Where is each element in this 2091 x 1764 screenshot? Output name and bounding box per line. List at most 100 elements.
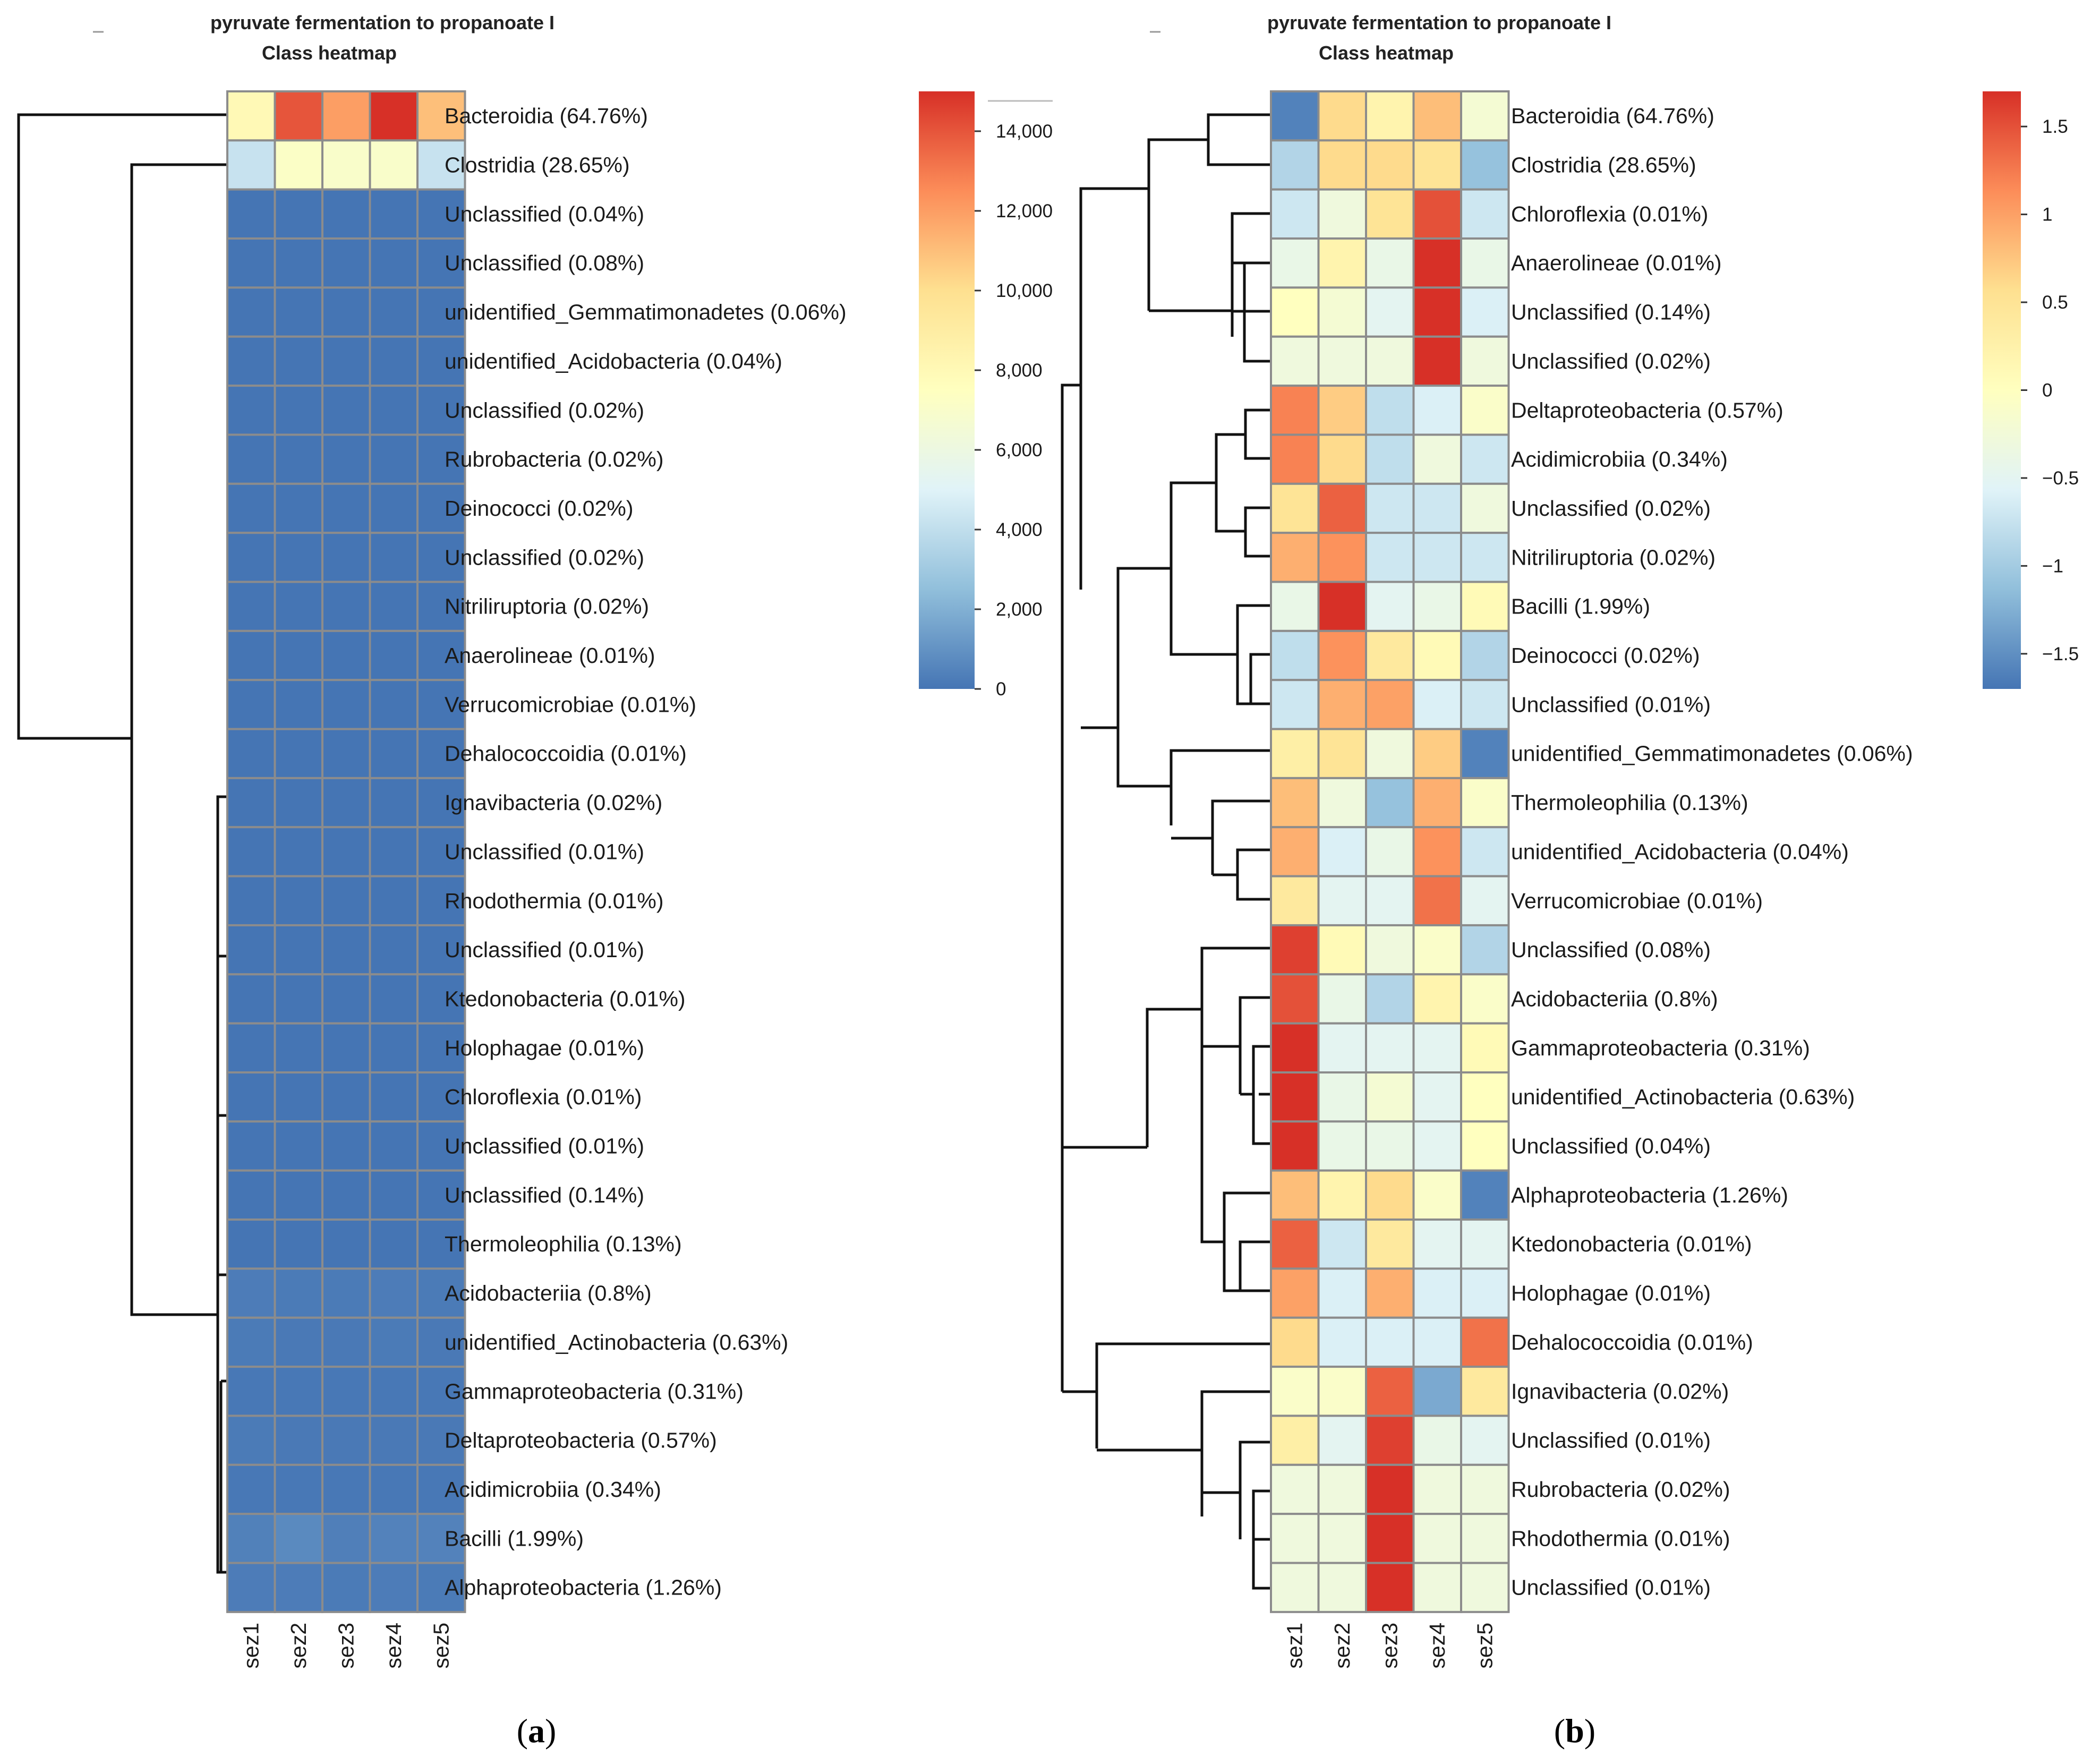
row-label: Gammaproteobacteria (0.31%) [445, 1379, 744, 1403]
heatmap-cell [1365, 532, 1415, 583]
heatmap-cell [1317, 1414, 1367, 1466]
heatmap-cell [321, 1414, 371, 1466]
heatmap-cell [1270, 1414, 1320, 1466]
column-label: sez4 [1425, 1623, 1449, 1669]
heatmap-cell [1412, 924, 1462, 976]
row-label: Unclassified (0.01%) [445, 1134, 644, 1158]
column-label: sez5 [1473, 1623, 1497, 1669]
heatmap-cell [416, 924, 466, 976]
heatmap-cell [1317, 335, 1367, 387]
heatmap-cell [1412, 1218, 1462, 1270]
heatmap-cell [1460, 679, 1510, 730]
heatmap-cell [226, 973, 276, 1025]
heatmap-cell [1270, 1316, 1320, 1368]
heatmap-cell [1270, 973, 1320, 1025]
row-label: Chloroflexia (0.01%) [1511, 202, 1708, 226]
row-label: Holophagae (0.01%) [1511, 1281, 1711, 1306]
heatmap-cell [1365, 482, 1415, 534]
heatmap-cell [1270, 188, 1320, 240]
heatmap-cell [1270, 1071, 1320, 1123]
heatmap-cell [321, 826, 371, 877]
heatmap-cell [274, 826, 323, 877]
heatmap-cell [274, 139, 323, 191]
heatmap-cell [226, 1562, 276, 1613]
heatmap-cell [1460, 385, 1510, 436]
heatmap-cell [226, 826, 276, 877]
heatmap-cell [274, 433, 323, 485]
heatmap-cell [1365, 1562, 1415, 1613]
heatmap-cell [321, 433, 371, 485]
heatmap-cell [1460, 924, 1510, 976]
heatmap-cell [226, 433, 276, 485]
heatmap-cell [321, 1218, 371, 1270]
heatmap-cell [274, 1463, 323, 1515]
heatmap-cell [1460, 139, 1510, 191]
row-label: Bacilli (1.99%) [445, 1526, 584, 1550]
heatmap-cell [1412, 629, 1462, 681]
row-label: Acidobacteriia (0.8%) [445, 1281, 652, 1306]
heatmap-cell [1412, 1316, 1462, 1368]
heatmap-cell [321, 1562, 371, 1613]
heatmap-cell [1317, 826, 1367, 877]
column-label: sez3 [1378, 1623, 1402, 1669]
heatmap-cell [416, 1562, 466, 1613]
heatmap-cell [1317, 973, 1367, 1025]
heatmap-cell [226, 1414, 276, 1466]
heatmap-cell [321, 335, 371, 387]
heatmap-cell [1460, 1267, 1510, 1319]
heatmap-cell [416, 286, 466, 338]
heatmap-cell [1270, 1267, 1320, 1319]
heatmap-cell [369, 826, 419, 877]
heatmap-cell [226, 335, 276, 387]
row-label: Unclassified (0.01%) [1511, 1575, 1711, 1600]
heatmap-cell [416, 1463, 466, 1515]
heatmap-cell [1317, 924, 1367, 976]
heatmap-cell [1365, 875, 1415, 926]
heatmap-cell [1317, 1218, 1367, 1270]
heatmap-cell [1365, 679, 1415, 730]
row-label: Unclassified (0.02%) [445, 545, 644, 569]
heatmap-cell [1412, 777, 1462, 829]
heatmap-cell [1270, 581, 1320, 632]
heatmap-cell [1317, 777, 1367, 829]
heatmap-cell [1412, 875, 1462, 926]
heatmap-cell [226, 139, 276, 191]
heatmap-cell [1270, 433, 1320, 485]
heatmap-cell [226, 1463, 276, 1515]
heatmap-cell [1270, 826, 1320, 877]
heatmap-cell [1412, 728, 1462, 779]
heatmap-cell [1270, 1463, 1320, 1515]
row-label: Thermoleophilia (0.13%) [1511, 790, 1748, 815]
heatmap-cell [369, 1316, 419, 1368]
heatmap-cell [1412, 237, 1462, 289]
heatmap-cell [226, 237, 276, 289]
heatmap-panel-b: pyruvate fermentation to propanoate I Cl… [1061, 12, 2079, 1750]
row-label: Deltaproteobacteria (0.57%) [445, 1428, 717, 1453]
heatmap-cell [226, 1169, 276, 1221]
heatmap-cell [1460, 1071, 1510, 1123]
row-label: Rhodothermia (0.01%) [1511, 1526, 1730, 1550]
heatmap-cell [1412, 1022, 1462, 1074]
heatmap-cell [369, 188, 419, 240]
heatmap-cell [321, 1071, 371, 1123]
row-label: unidentified_Acidobacteria (0.04%) [1511, 839, 1849, 864]
panel-a-colorbar-ticks: 0 2,000 4,000 6,000 8,000 10,000 12,000 14,000 [975, 121, 1053, 700]
panel-b-cells [1270, 90, 1510, 1613]
column-label: sez2 [286, 1623, 311, 1669]
row-label: Ignavibacteria (0.02%) [445, 790, 662, 815]
heatmap-cell [369, 1513, 419, 1564]
heatmap-cell [1317, 482, 1367, 534]
colorbar-tick-label: 4,000 [996, 519, 1043, 540]
heatmap-cell [369, 1267, 419, 1319]
heatmap-cell [1270, 1218, 1320, 1270]
heatmap-cell [321, 973, 371, 1025]
heatmap-cell [369, 1366, 419, 1417]
heatmap-cell [1460, 1218, 1510, 1270]
heatmap-cell [1460, 286, 1510, 338]
heatmap-cell [321, 581, 371, 632]
row-label: Anaerolineae (0.01%) [445, 643, 655, 668]
heatmap-cell [1317, 629, 1367, 681]
heatmap-cell [321, 237, 371, 289]
row-label: unidentified_Actinobacteria (0.63%) [445, 1330, 788, 1354]
heatmap-cell [321, 777, 371, 829]
